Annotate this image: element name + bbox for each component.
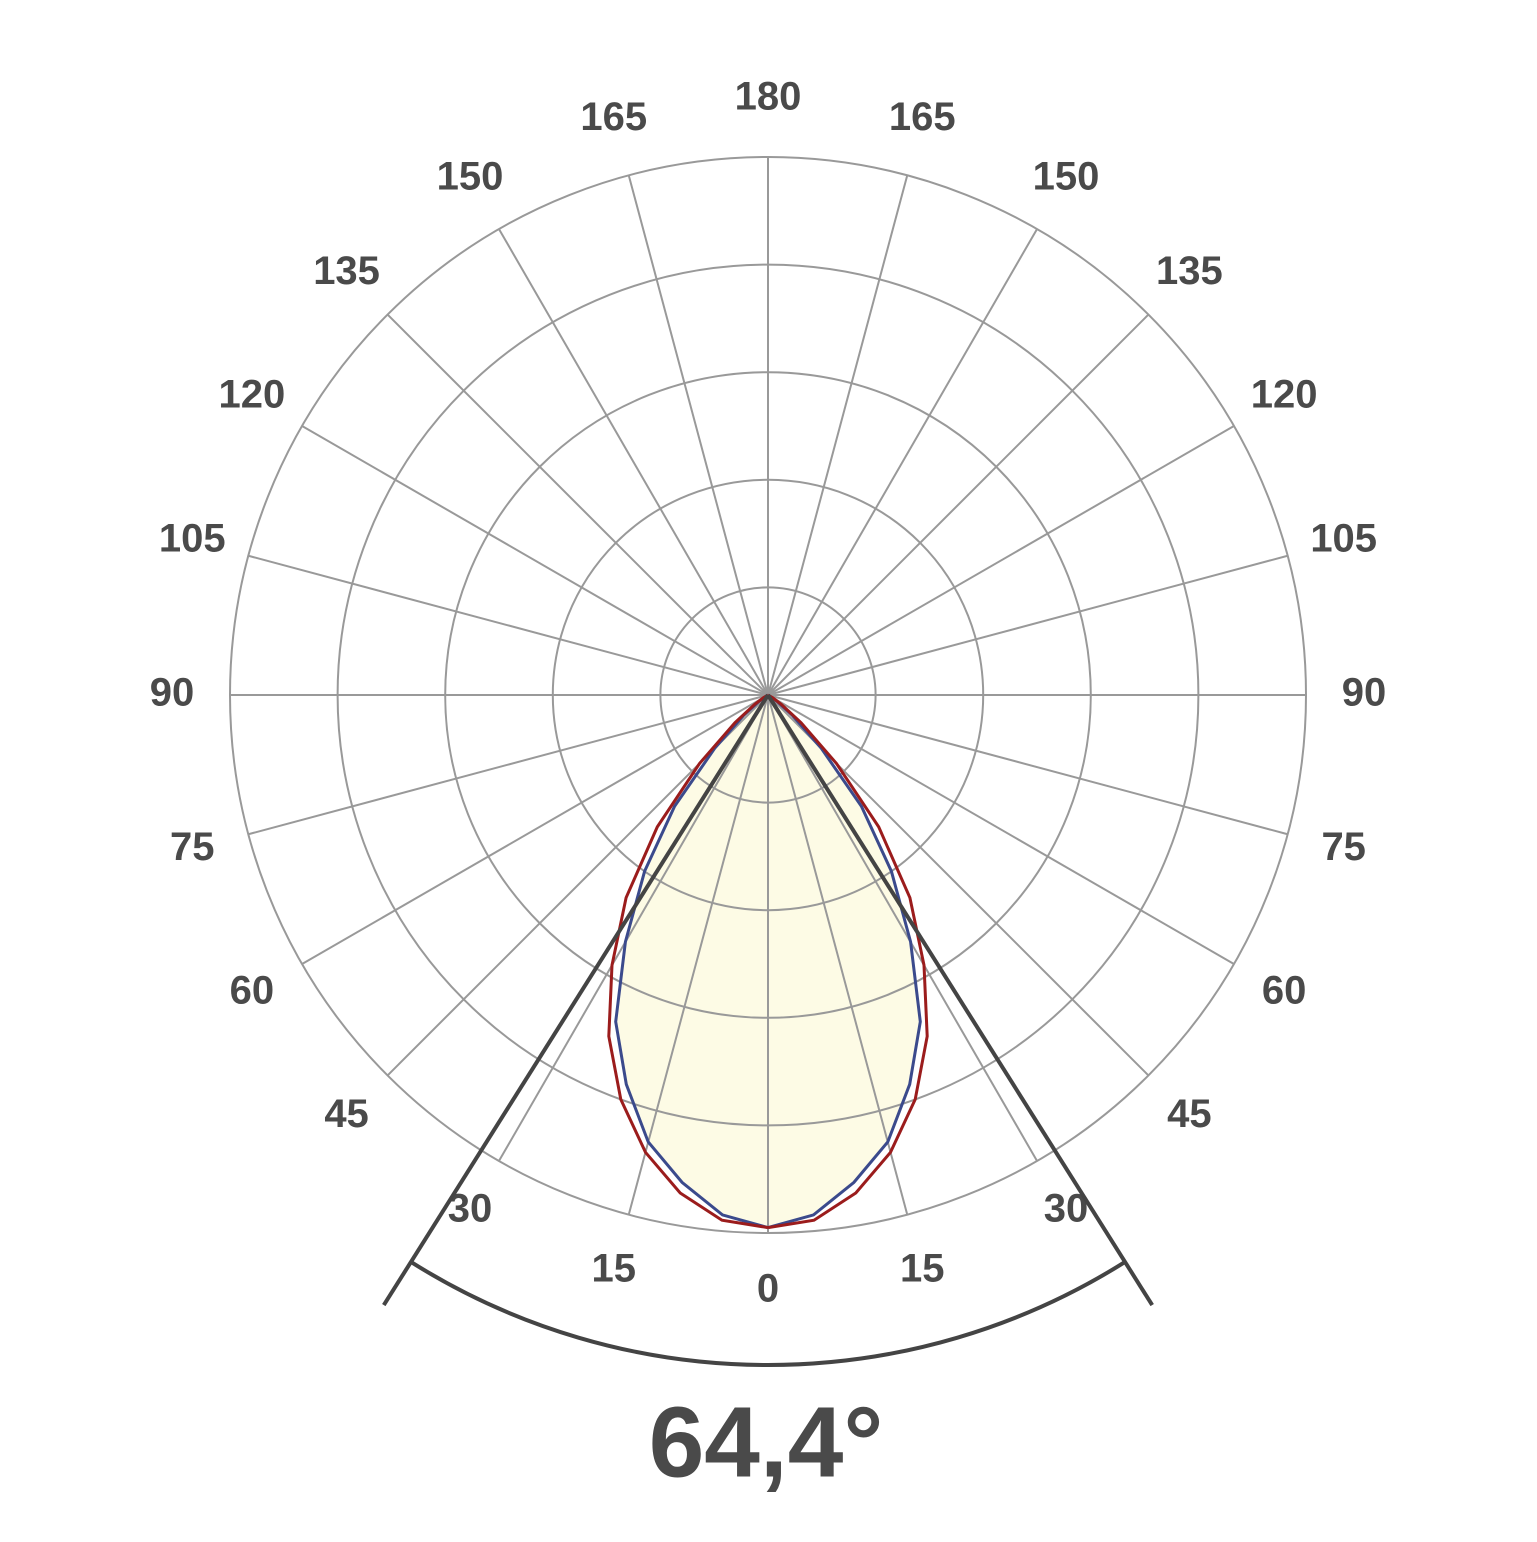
- grid-spoke: [767, 175, 909, 696]
- angle-label: 90: [1342, 671, 1387, 715]
- angle-label: 150: [437, 154, 504, 198]
- angle-label: 135: [1156, 249, 1223, 293]
- angle-label: 90: [150, 671, 195, 715]
- grid-spoke: [386, 313, 769, 696]
- angle-label: 150: [1033, 154, 1100, 198]
- grid-spoke: [498, 694, 769, 1162]
- grid-spoke: [767, 425, 1235, 696]
- grid-spoke: [767, 694, 909, 1215]
- angle-label: 0: [757, 1267, 779, 1311]
- grid-spoke: [767, 313, 1150, 696]
- grid-spoke: [498, 228, 769, 696]
- angle-label: 165: [580, 95, 647, 139]
- angle-label: 75: [170, 825, 215, 869]
- angle-label: 120: [1251, 373, 1318, 417]
- angle-label: 135: [313, 249, 380, 293]
- beam-angle-label: 64,4°: [649, 1386, 884, 1498]
- grid-spoke: [627, 694, 769, 1215]
- angle-label: 105: [1310, 516, 1377, 560]
- grid-spoke: [767, 228, 1038, 696]
- angle-label: 15: [591, 1246, 636, 1290]
- grid-spoke: [248, 554, 769, 696]
- angle-label: 75: [1321, 825, 1366, 869]
- grid-spoke: [767, 694, 1288, 836]
- beam-line: [766, 693, 1154, 1307]
- grid-spoke: [767, 554, 1288, 696]
- grid-spoke: [248, 694, 769, 836]
- angle-label: 180: [735, 75, 802, 119]
- angle-label: 105: [159, 516, 226, 560]
- grid-spoke: [301, 694, 769, 965]
- grid-spoke: [301, 425, 769, 696]
- angle-label: 45: [324, 1092, 369, 1136]
- angle-label: 165: [889, 95, 956, 139]
- angle-label: 60: [230, 969, 275, 1013]
- angle-label: 60: [1262, 969, 1307, 1013]
- grid-spoke: [767, 694, 1235, 965]
- beam-arc: [409, 1260, 1127, 1367]
- grid-spoke: [627, 175, 769, 696]
- angle-label: 15: [900, 1246, 945, 1290]
- grid-spoke: [767, 694, 1038, 1162]
- angle-label: 120: [218, 373, 285, 417]
- beam-line: [382, 693, 770, 1307]
- angle-label: 45: [1167, 1092, 1212, 1136]
